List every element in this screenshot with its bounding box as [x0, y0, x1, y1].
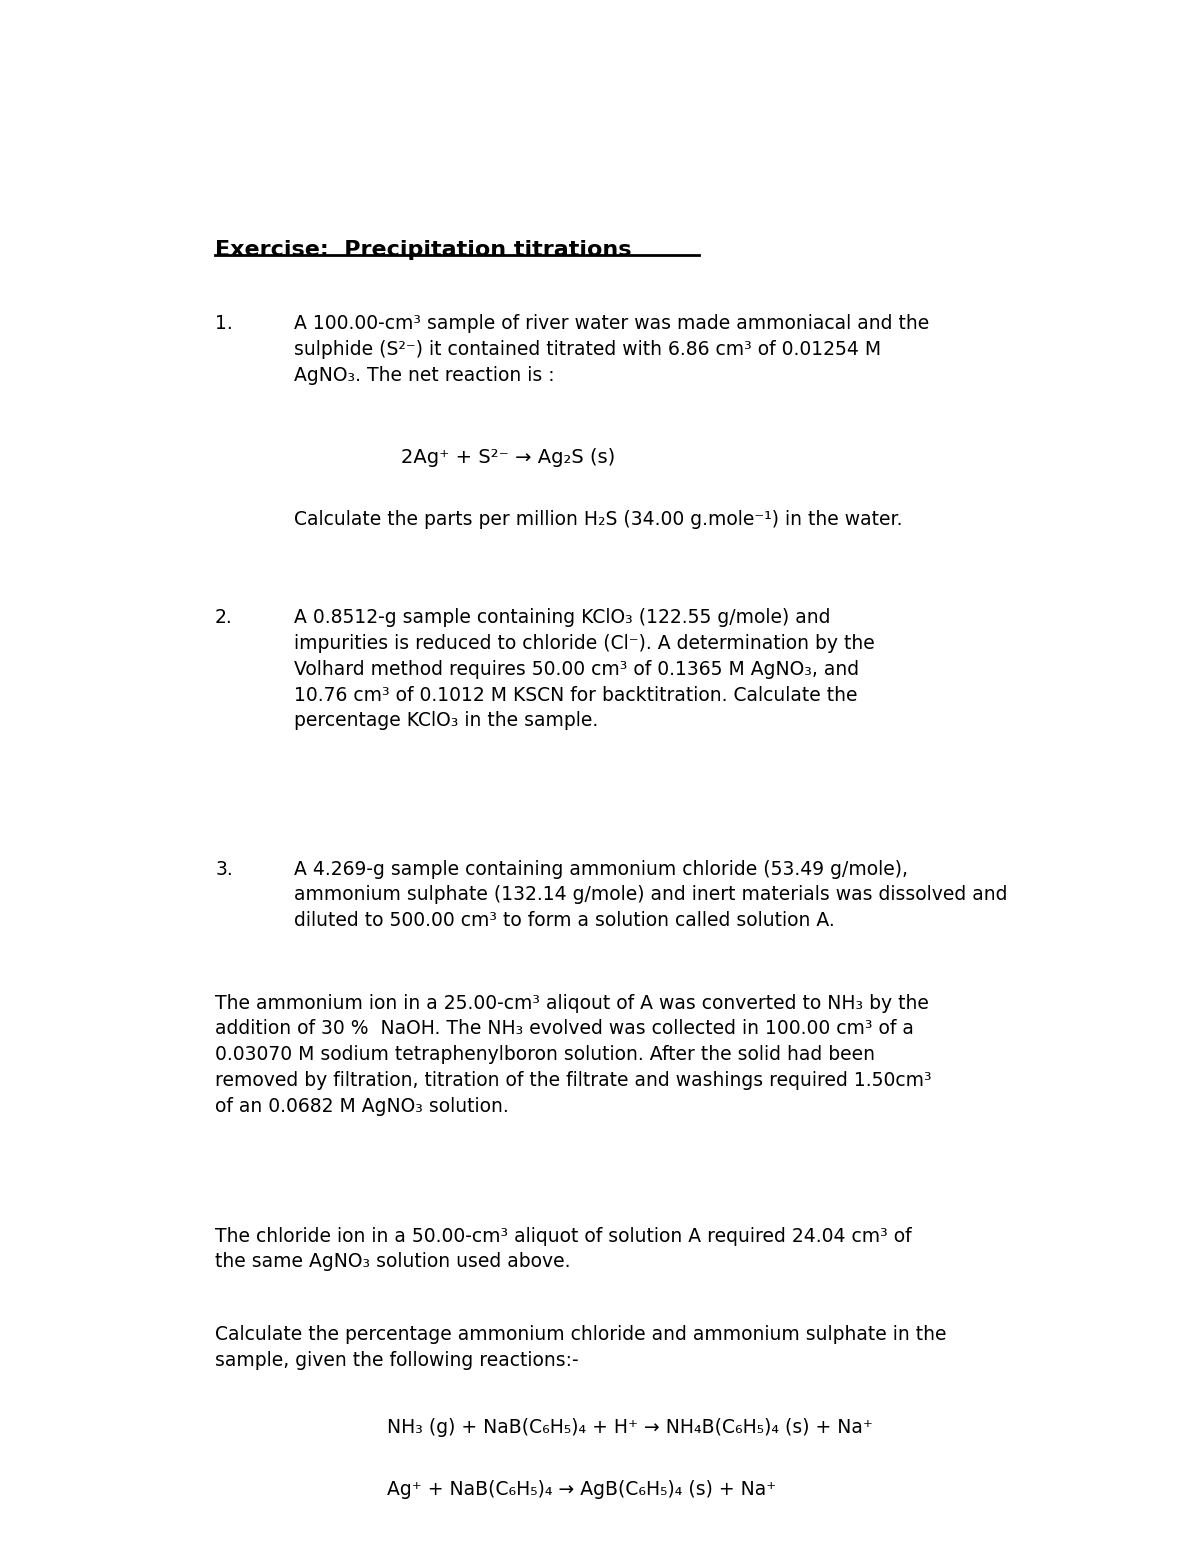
- Text: Calculate the percentage ammonium chloride and ammonium sulphate in the
sample, : Calculate the percentage ammonium chlori…: [215, 1325, 947, 1370]
- Text: Exercise:  Precipitation titrations: Exercise: Precipitation titrations: [215, 241, 631, 261]
- Text: Ag⁺ + NaB(C₆H₅)₄ → AgB(C₆H₅)₄ (s) + Na⁺: Ag⁺ + NaB(C₆H₅)₄ → AgB(C₆H₅)₄ (s) + Na⁺: [388, 1480, 776, 1499]
- Text: A 0.8512-g sample containing KClO₃ (122.55 g/mole) and
impurities is reduced to : A 0.8512-g sample containing KClO₃ (122.…: [294, 609, 875, 730]
- Text: 3.: 3.: [215, 860, 233, 879]
- Text: 1.: 1.: [215, 314, 233, 334]
- Text: The chloride ion in a 50.00-cm³ aliquot of solution A required 24.04 cm³ of
the : The chloride ion in a 50.00-cm³ aliquot …: [215, 1227, 912, 1272]
- Text: A 4.269-g sample containing ammonium chloride (53.49 g/mole),
ammonium sulphate : A 4.269-g sample containing ammonium chl…: [294, 860, 1008, 930]
- Text: 2Ag⁺ + S²⁻ → Ag₂S (s): 2Ag⁺ + S²⁻ → Ag₂S (s): [401, 449, 616, 467]
- Text: Calculate the parts per million H₂S (34.00 g.mole⁻¹) in the water.: Calculate the parts per million H₂S (34.…: [294, 511, 902, 530]
- Text: A 100.00-cm³ sample of river water was made ammoniacal and the
sulphide (S²⁻) it: A 100.00-cm³ sample of river water was m…: [294, 314, 930, 385]
- Text: 2.: 2.: [215, 609, 233, 627]
- Text: The ammonium ion in a 25.00-cm³ aliqout of A was converted to NH₃ by the
additio: The ammonium ion in a 25.00-cm³ aliqout …: [215, 994, 931, 1115]
- Text: NH₃ (g) + NaB(C₆H₅)₄ + H⁺ → NH₄B(C₆H₅)₄ (s) + Na⁺: NH₃ (g) + NaB(C₆H₅)₄ + H⁺ → NH₄B(C₆H₅)₄ …: [388, 1418, 874, 1437]
